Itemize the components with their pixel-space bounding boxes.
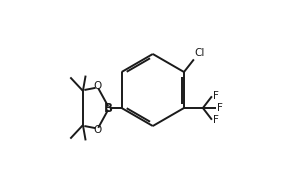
Text: F: F bbox=[213, 91, 219, 101]
Text: Cl: Cl bbox=[195, 48, 205, 58]
Text: O: O bbox=[93, 81, 101, 91]
Text: F: F bbox=[213, 115, 219, 125]
Text: F: F bbox=[217, 103, 223, 113]
Text: B: B bbox=[104, 102, 113, 114]
Text: O: O bbox=[93, 125, 101, 135]
